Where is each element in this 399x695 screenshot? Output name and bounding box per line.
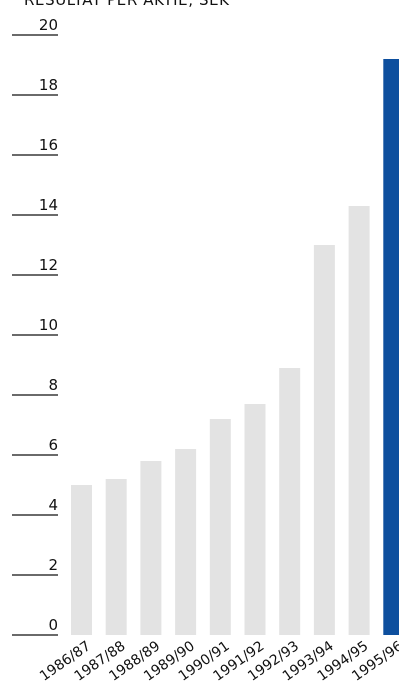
bar-1991/92: [244, 404, 266, 635]
chart-title: RESULTAT PER AKTIE, SEK: [24, 0, 230, 9]
y-tick-label: 8: [48, 376, 58, 394]
bar-1989/90: [175, 449, 197, 635]
bar-1988/89: [140, 461, 162, 635]
bar-1992/93: [279, 368, 301, 635]
bar-1995/96: [383, 59, 399, 635]
bar-1990/91: [209, 419, 231, 635]
bar-1994/95: [348, 206, 370, 635]
y-tick-label: 14: [39, 196, 58, 214]
y-tick-label: 20: [39, 16, 58, 34]
bars: [71, 59, 399, 635]
y-tick-label: 18: [39, 76, 58, 94]
y-tick-label: 12: [39, 256, 58, 274]
y-tick-label: 4: [48, 496, 58, 514]
y-tick-label: 16: [39, 136, 58, 154]
bar-1993/94: [313, 245, 335, 635]
y-tick-label: 0: [48, 616, 58, 634]
y-tick-label: 6: [48, 436, 58, 454]
bar-1987/88: [105, 479, 127, 635]
bar-1986/87: [71, 485, 92, 635]
y-tick-label: 10: [39, 316, 58, 334]
y-axis: 0 2 4 6 8 10 12 14 16 18 20: [12, 16, 58, 636]
x-axis-labels: 1986/871987/881988/891989/901990/911991/…: [37, 638, 399, 685]
y-tick-label: 2: [48, 556, 58, 574]
